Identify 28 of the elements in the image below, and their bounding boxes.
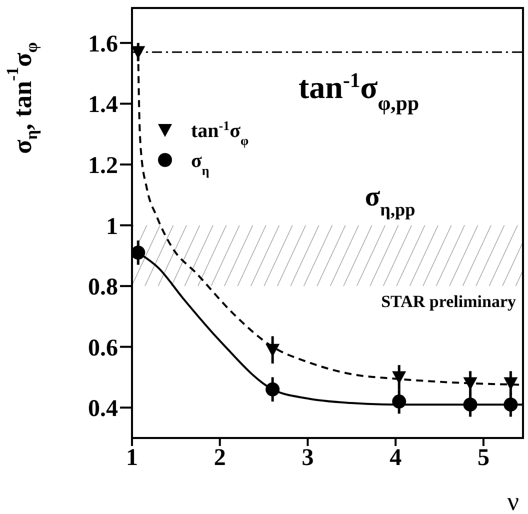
x-axis-title: ν bbox=[507, 487, 520, 514]
y-tick-label: 1 bbox=[106, 214, 118, 240]
x-tick-label: 4 bbox=[390, 445, 402, 472]
x-tick-label: 5 bbox=[477, 445, 490, 472]
y-tick-label: 1.6 bbox=[88, 31, 118, 58]
point bbox=[392, 371, 406, 384]
point bbox=[266, 382, 280, 396]
y-tick-label: 1.2 bbox=[88, 153, 118, 180]
legend-label: tan$^{-1}$σ$_{φ}$ bbox=[191, 118, 249, 148]
x-tick-label: 1 bbox=[126, 445, 138, 472]
point bbox=[504, 398, 518, 412]
band-label: σ$_{η,pp}$ bbox=[364, 181, 416, 220]
point bbox=[132, 246, 146, 260]
point bbox=[266, 344, 280, 357]
ref-line-label: tan$^{-1}$σ$_{φ,pp}$ bbox=[298, 68, 420, 115]
y-tick-label: 0.4 bbox=[88, 396, 118, 422]
x-tick-label: 3 bbox=[302, 445, 314, 472]
y-tick-label: 1.4 bbox=[88, 92, 118, 118]
point bbox=[463, 377, 478, 390]
y-tick-label: 0.8 bbox=[88, 274, 118, 301]
point bbox=[463, 398, 478, 412]
x-tick-label: 2 bbox=[214, 445, 226, 472]
annotation: STAR preliminary bbox=[381, 292, 516, 311]
point bbox=[392, 394, 406, 409]
y-tick-label: 0.6 bbox=[88, 335, 118, 362]
point bbox=[504, 377, 518, 390]
legend-label: σ$_{η}$ bbox=[191, 150, 210, 178]
point bbox=[132, 46, 146, 60]
